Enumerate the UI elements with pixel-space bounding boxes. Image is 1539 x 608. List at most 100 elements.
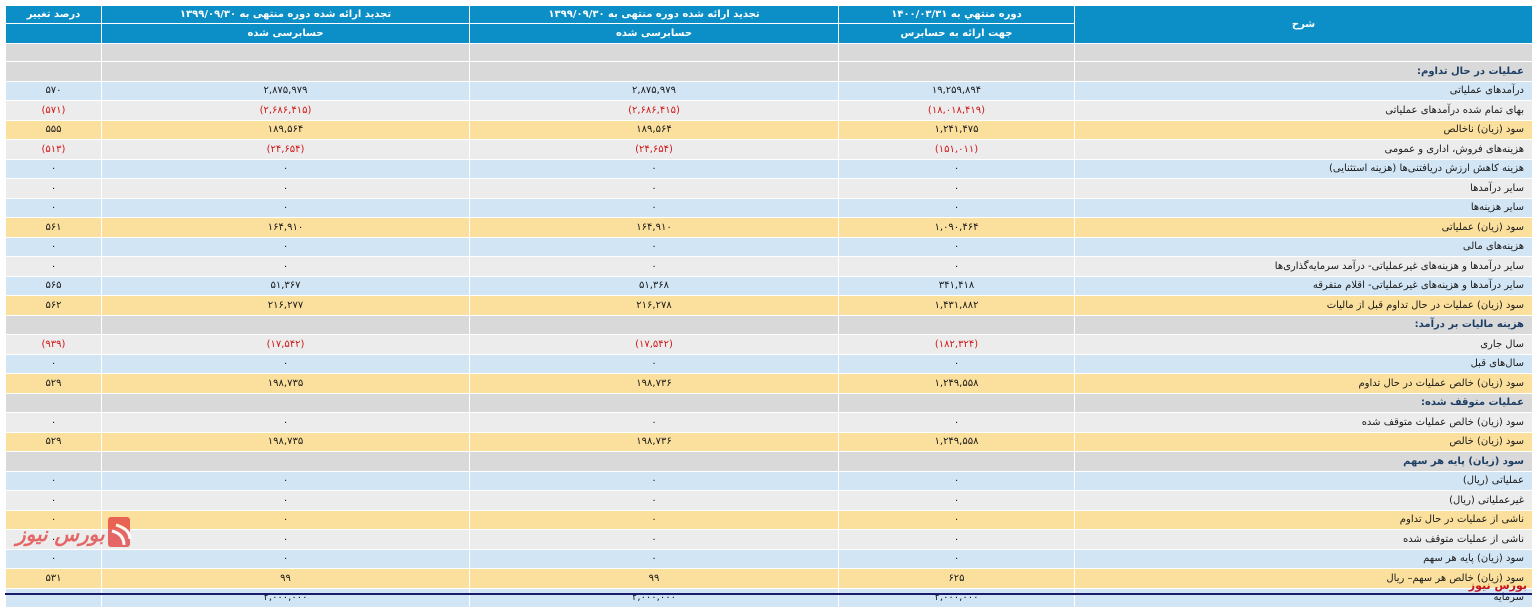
financial-statement: درصد تغییر تجدید ارائه شده دوره منتهی به… (5, 5, 1533, 608)
row-description: سود (زیان) پایه هر سهم (1074, 548, 1533, 569)
table-row: ۰ ۰ ۰ ۰ عملیاتی (ریال) (5, 470, 1533, 491)
restated-cell: ۰ (469, 548, 839, 569)
row-description: سود (زیان) عملیاتی (1074, 217, 1533, 238)
row-description: هزینه مالیات بر درآمد: (1074, 314, 1533, 335)
restated-2-cell: ۰ (101, 529, 470, 550)
restated-cell: ۰ (469, 236, 839, 257)
change-percent-cell: ۵۶۱ (5, 217, 102, 238)
change-percent-cell (5, 587, 102, 608)
change-percent-cell: (۹۳۹) (5, 334, 102, 355)
restated-cell: ۰ (469, 490, 839, 511)
current-period-cell: ۱,۲۴۹,۵۵۸ (838, 373, 1075, 394)
table-row: ۵۲۹ ۱۹۸,۷۳۵ ۱۹۸,۷۳۶ ۱,۲۴۹,۵۵۸ سود (زیان) خال… (5, 431, 1533, 452)
current-period-cell: ۰ (838, 158, 1075, 179)
restated-cell: ۲۱۶,۲۷۸ (469, 295, 839, 316)
table-row: ۵۷۰ ۲,۸۷۵,۹۷۹ ۲,۸۷۵,۹۷۹ ۱۹,۲۵۹,۸۹۴ درآمدهای … (5, 80, 1533, 101)
table-row: ۵۶۱ ۱۶۴,۹۱۰ ۱۶۴,۹۱۰ ۱,۰۹۰,۴۶۴ سود (زیان) عمل… (5, 217, 1533, 238)
table-row: ۰ ۰ ۰ ۰ سایر درآمدها و هزینه‌های غیرعملیاتی-… (5, 256, 1533, 277)
change-percent-cell: ۰ (5, 353, 102, 374)
header-current-sub: جهت ارائه به حسابرس (838, 23, 1075, 44)
current-period-cell: (۱۸,۰۱۸,۴۱۹) (838, 100, 1075, 121)
restated-2-cell (101, 451, 470, 472)
change-percent-cell: ۵۶۲ (5, 295, 102, 316)
restated-cell: ۲,۰۰۰,۰۰۰ (469, 587, 839, 608)
current-period-cell: ۰ (838, 490, 1075, 511)
row-description: سرمایه (1074, 587, 1533, 608)
change-percent-cell (5, 314, 102, 335)
restated-2-cell: ۰ (101, 256, 470, 277)
income-statement-table: درصد تغییر تجدید ارائه شده دوره منتهی به… (5, 5, 1533, 608)
table-row: ۵۶۲ ۲۱۶,۲۷۷ ۲۱۶,۲۷۸ ۱,۴۳۱,۸۸۲ سود (زیان) عمل… (5, 295, 1533, 316)
restated-2-cell: ۱۹۸,۷۳۵ (101, 431, 470, 452)
restated-2-cell: ۲,۰۰۰,۰۰۰ (101, 587, 470, 608)
table-row: ۵۲۹ ۱۹۸,۷۳۵ ۱۹۸,۷۳۶ ۱,۲۴۹,۵۵۸ سود (زیان) خال… (5, 373, 1533, 394)
row-description: سال جاری (1074, 334, 1533, 355)
restated-2-cell: ۰ (101, 548, 470, 569)
current-period-cell (838, 451, 1075, 472)
restated-cell: (۱۷,۵۴۲) (469, 334, 839, 355)
header-restated: تجدید ارائه شده دوره منتهی به ۱۳۹۹/۰۹/۳۰ (469, 5, 839, 24)
restated-cell: ۱۶۴,۹۱۰ (469, 217, 839, 238)
restated-2-cell: ۲,۸۷۵,۹۷۹ (101, 80, 470, 101)
restated-2-cell: ۰ (101, 490, 470, 511)
table-body: عملیات در حال تداوم: ۵۷۰ ۲,۸۷۵,۹۷۹ ۲,۸۷۵,۹۷… (5, 43, 1533, 608)
table-row: ۰ ۰ ۰ ۰ سایر هزینه‌ها (5, 197, 1533, 218)
row-description: بهای تمام شده درآمدهای عملیاتی (1074, 100, 1533, 121)
restated-2-cell: ۰ (101, 158, 470, 179)
current-period-cell: ۱,۴۳۱,۸۸۲ (838, 295, 1075, 316)
row-description: سود (زیان) عملیات در حال تداوم قبل از ما… (1074, 295, 1533, 316)
watermark-text: بورس نیوز (1468, 579, 1527, 592)
table-row: ۵۶۵ ۵۱,۳۶۷ ۵۱,۳۶۸ ۳۴۱,۴۱۸ سایر درآمدها و هزی… (5, 275, 1533, 296)
current-period-cell: ۰ (838, 178, 1075, 199)
table-row: ۰ ۰ ۰ ۰ هزینه کاهش ارزش دریافتنی‌ها (هزینه ا… (5, 158, 1533, 179)
change-percent-cell: ۰ (5, 256, 102, 277)
current-period-cell (838, 314, 1075, 335)
row-description: عملیاتی (ریال) (1074, 470, 1533, 491)
current-period-cell: ۰ (838, 256, 1075, 277)
row-description: هزینه‌های فروش، اداری و عمومی (1074, 139, 1533, 160)
change-percent-cell: ۵۶۵ (5, 275, 102, 296)
row-description: سود (زیان) خالص (1074, 431, 1533, 452)
table-row: ۰ ۰ ۰ ۰ ناشی از عملیات متوقف شده (5, 529, 1533, 550)
table-row: ۰ ۰ ۰ ۰ سایر درآمدها (5, 178, 1533, 199)
current-period-cell (838, 61, 1075, 82)
restated-2-cell: ۰ (101, 178, 470, 199)
row-description: ناشی از عملیات در حال تداوم (1074, 509, 1533, 530)
restated-2-cell: (۱۷,۵۴۲) (101, 334, 470, 355)
current-period-cell (838, 392, 1075, 413)
current-period-cell: ۰ (838, 548, 1075, 569)
change-percent-cell (5, 61, 102, 82)
restated-cell: ۰ (469, 470, 839, 491)
spacer-row (5, 43, 1533, 62)
header-current-period: دوره منتهي به ۱۴۰۰/۰۳/۳۱ (838, 5, 1075, 24)
restated-2-cell: ۱۹۸,۷۳۵ (101, 373, 470, 394)
row-description: سود (زیان) خالص عملیات در حال تداوم (1074, 373, 1533, 394)
restated-cell: ۰ (469, 197, 839, 218)
restated-2-cell: ۰ (101, 353, 470, 374)
table-row: ۲,۰۰۰,۰۰۰ ۲,۰۰۰,۰۰۰ ۲,۰۰۰,۰۰۰ سرمایه (5, 587, 1533, 608)
row-description: سایر درآمدها و هزینه‌های غیرعملیاتی- اقل… (1074, 275, 1533, 296)
restated-cell: (۲,۶۸۶,۴۱۵) (469, 100, 839, 121)
header-description: شرح (1074, 5, 1533, 44)
current-period-cell: ۰ (838, 470, 1075, 491)
current-period-cell: ۱,۲۴۱,۴۷۵ (838, 119, 1075, 140)
restated-cell: ۱۹۸,۷۳۶ (469, 373, 839, 394)
row-description: عملیات در حال تداوم: (1074, 61, 1533, 82)
restated-cell: ۰ (469, 178, 839, 199)
restated-cell (469, 61, 839, 82)
table-row: ۰ ۰ ۰ ۰ سود (زیان) پایه هر سهم (5, 548, 1533, 569)
table-row: ۰ ۰ ۰ ۰ ناشی از عملیات در حال تداوم (5, 509, 1533, 530)
current-period-cell: ۰ (838, 509, 1075, 530)
restated-2-cell (101, 61, 470, 82)
restated-cell: ۱۸۹,۵۶۴ (469, 119, 839, 140)
change-percent-cell: ۰ (5, 197, 102, 218)
restated-2-cell: ۰ (101, 412, 470, 433)
restated-2-cell: ۰ (101, 509, 470, 530)
restated-2-cell: ۰ (101, 470, 470, 491)
table-row: (۵۱۳) (۲۴,۶۵۴) (۲۴,۶۵۴) (۱۵۱,۰۱۱) هزینه‌های … (5, 139, 1533, 160)
change-percent-cell (5, 392, 102, 413)
section-header-row: سود (زیان) پایه هر سهم (5, 451, 1533, 472)
current-period-cell: (۱۸۲,۳۲۴) (838, 334, 1075, 355)
restated-cell (469, 392, 839, 413)
current-period-cell: ۶۲۵ (838, 568, 1075, 589)
